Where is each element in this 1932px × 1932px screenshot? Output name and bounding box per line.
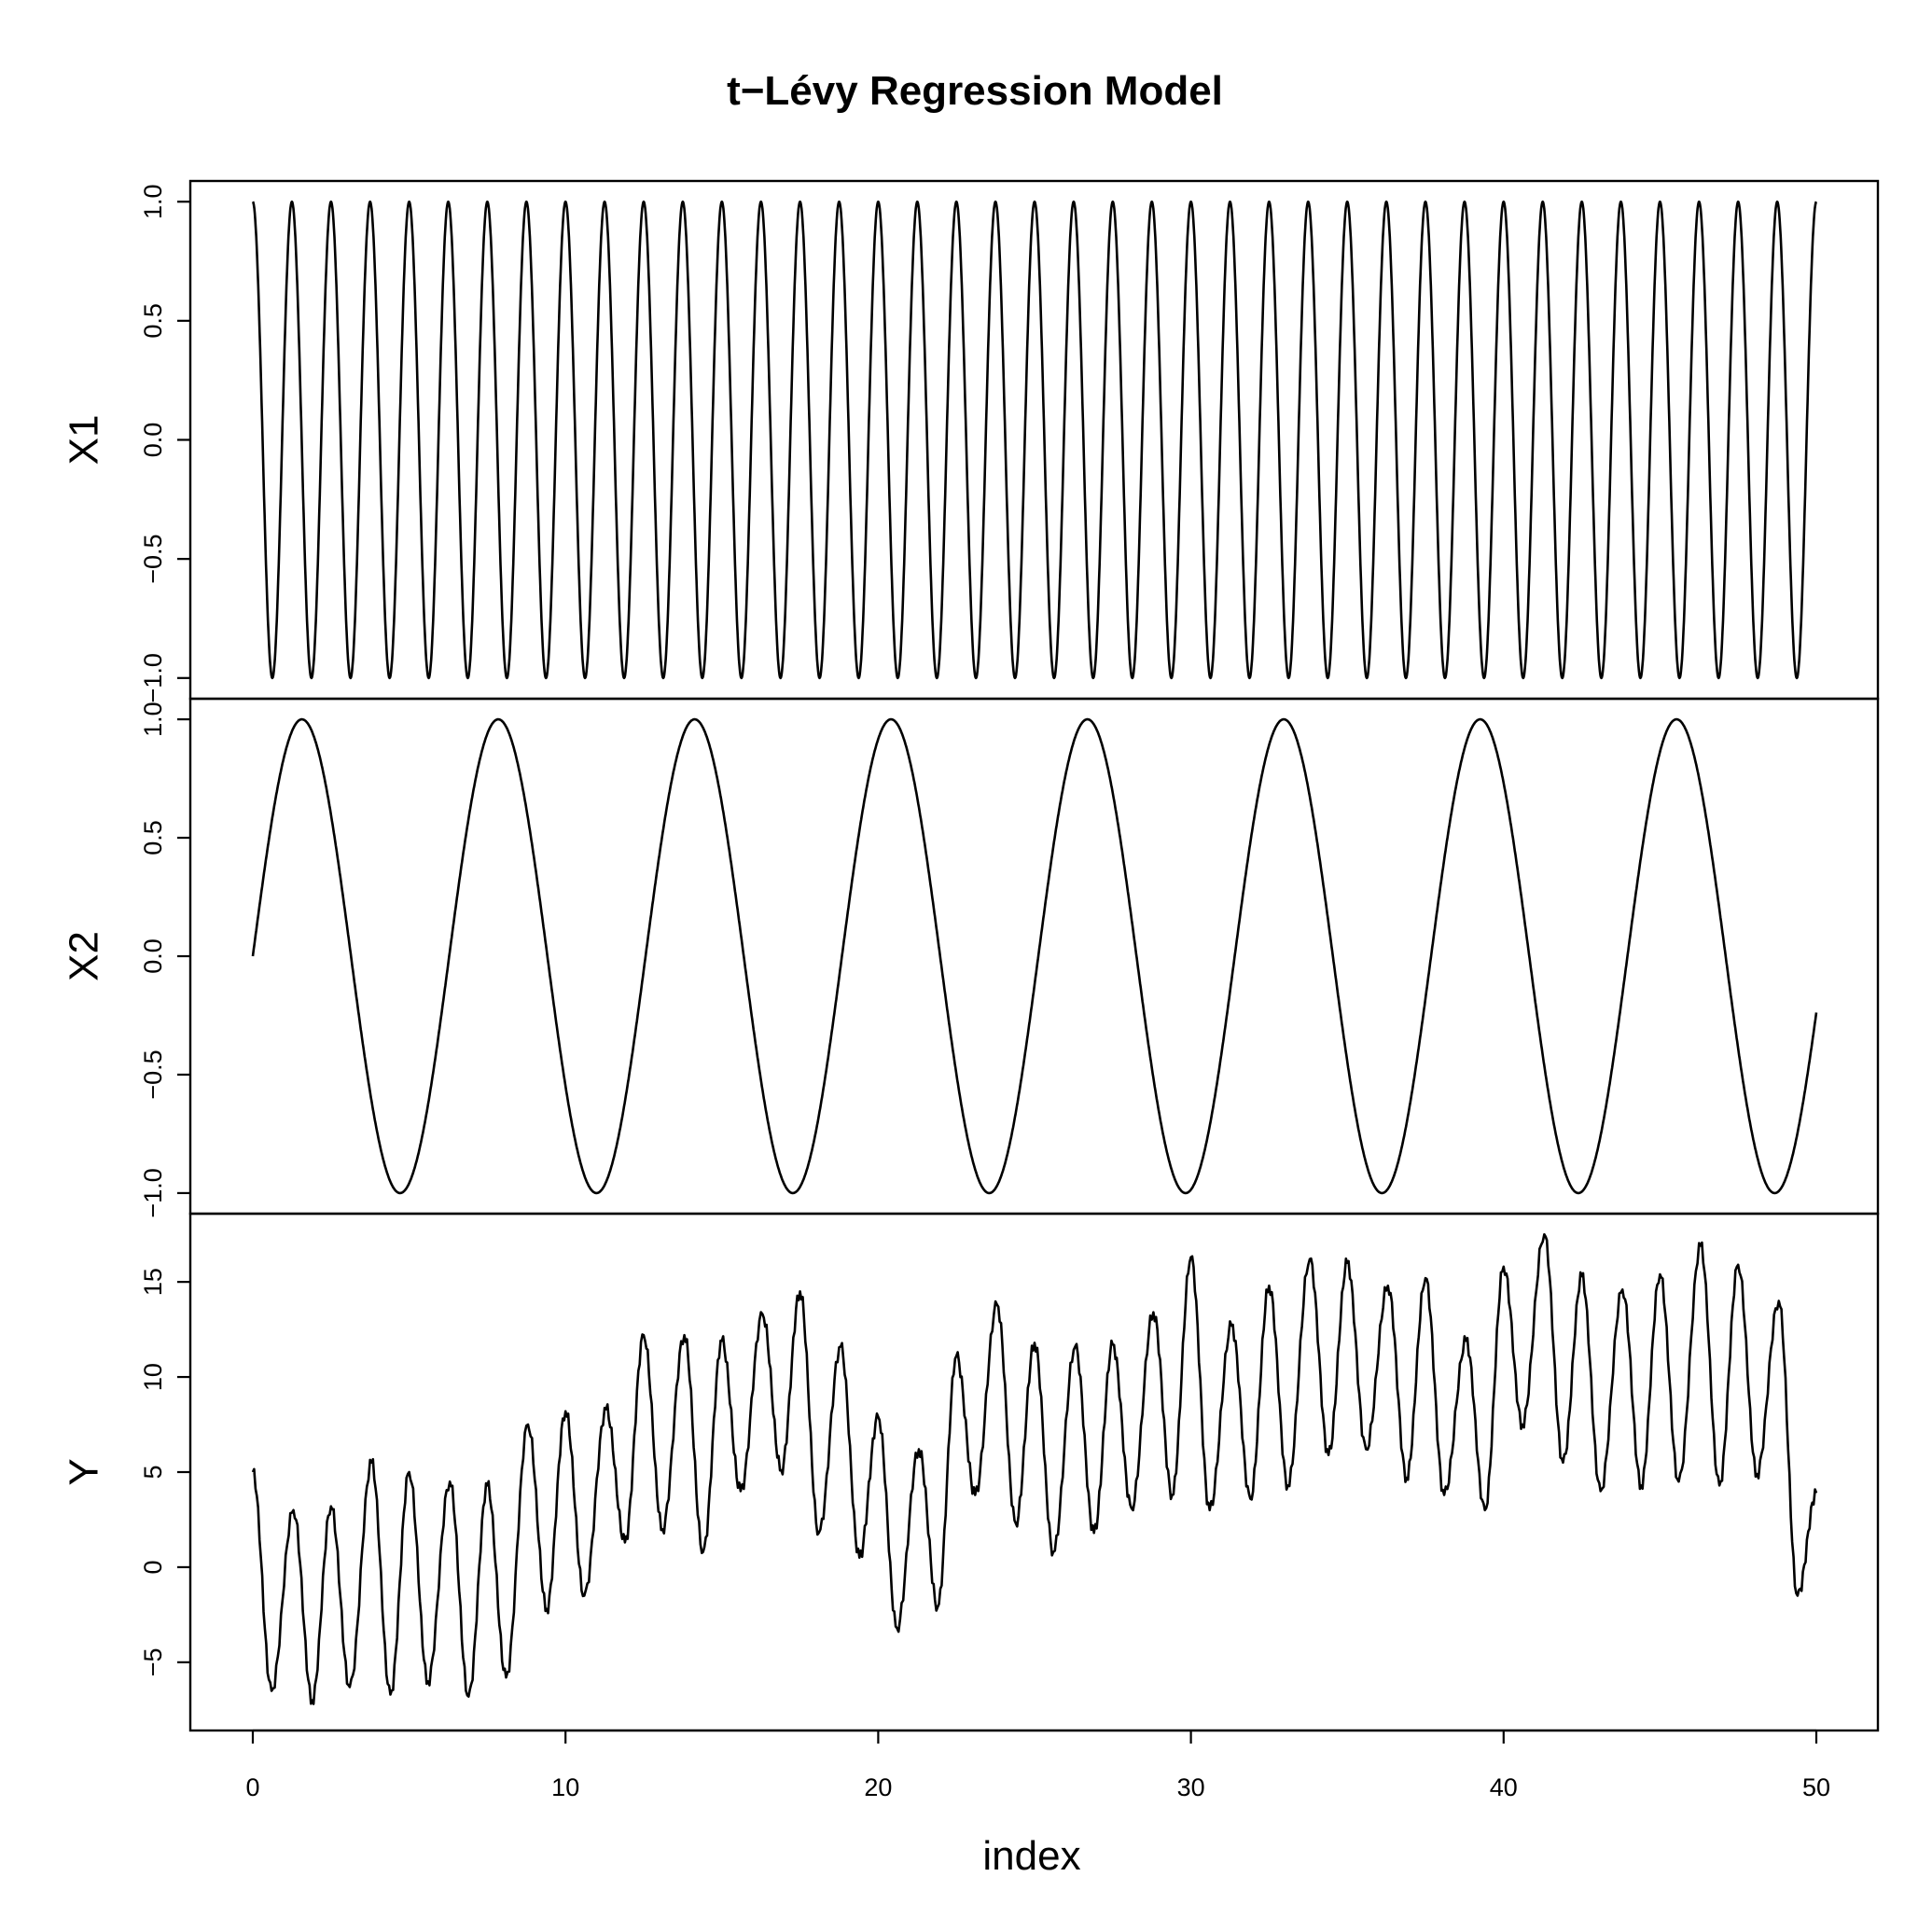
panel-x1: −1.0 −0.5 0.0 0.5 1.0 X1 xyxy=(61,179,1880,702)
y-tick-label: −1.0 xyxy=(139,1168,167,1217)
y-tick-label: 0.5 xyxy=(139,303,167,339)
y-tick-label: 0 xyxy=(139,1560,167,1574)
y-tick-label: 1.0 xyxy=(139,184,167,219)
x-tick-label: 50 xyxy=(1802,1773,1830,1801)
y-tick-label: 1.0 xyxy=(139,702,167,737)
panels-group: −1.0 −0.5 0.0 0.5 1.0 X1 −1.0 −0.5 0.0 0.5 1.0 X2 −5… xyxy=(61,179,1880,1732)
x-tick-label: 20 xyxy=(864,1773,892,1801)
x-tick-label: 40 xyxy=(1490,1773,1518,1801)
x-axis: 0 10 20 30 40 50 xyxy=(245,1729,1830,1801)
x-axis-title: index xyxy=(982,1833,1080,1879)
series-line-x1 xyxy=(251,200,1818,680)
x-tick-label: 10 xyxy=(551,1773,579,1801)
panel-y: −5 0 5 10 15 Y xyxy=(61,1212,1880,1732)
y-axis-title: Y xyxy=(61,1458,106,1485)
y-tick-label: −1.0 xyxy=(139,653,167,702)
y-tick-label: 0.5 xyxy=(139,820,167,855)
x-tick-label: 0 xyxy=(245,1773,259,1801)
series-line-x2 xyxy=(251,717,1818,1195)
panel-x2: −1.0 −0.5 0.0 0.5 1.0 X2 xyxy=(61,697,1880,1218)
y-tick-label: 5 xyxy=(139,1465,167,1479)
y-tick-label: −5 xyxy=(139,1647,167,1676)
y-tick-label: 15 xyxy=(139,1268,167,1296)
series-line-y xyxy=(251,1232,1818,1705)
y-tick-label: −0.5 xyxy=(139,1049,167,1099)
y-tick-label: 10 xyxy=(139,1363,167,1391)
y-tick-label: 0.0 xyxy=(139,423,167,458)
panel-frame xyxy=(188,697,1880,1216)
chart-title: t−Lévy Regression Model xyxy=(727,68,1223,114)
panel-frame xyxy=(188,1212,1880,1732)
y-axis-title: X2 xyxy=(61,931,106,981)
y-axis-title: X1 xyxy=(61,415,106,466)
y-tick-label: 0.0 xyxy=(139,938,167,974)
x-tick-label: 30 xyxy=(1177,1773,1205,1801)
y-tick-label: −0.5 xyxy=(139,534,167,583)
